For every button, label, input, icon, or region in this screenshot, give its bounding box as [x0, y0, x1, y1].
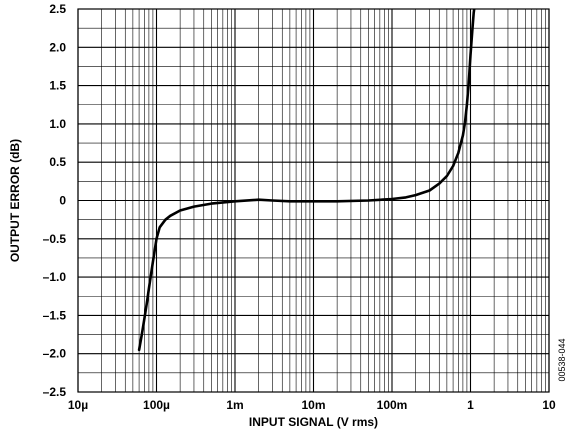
x-tick-label: 100m: [377, 398, 408, 412]
y-tick-label: –1.0: [43, 270, 67, 284]
x-axis-label: INPUT SIGNAL (V rms): [249, 415, 378, 429]
figure-id: 00538-044: [557, 338, 567, 381]
y-tick-label: 0: [59, 194, 66, 208]
x-tick-label: 10: [542, 398, 556, 412]
y-tick-label: 1.5: [49, 79, 66, 93]
y-axis-label: OUTPUT ERROR (dB): [8, 139, 22, 262]
y-tick-labels: 2.5 2.0 1.5 1.0 0.5 0 –0.5 –1.0 –1.5 –2.0 –2.5: [43, 2, 67, 399]
y-tick-label: –2.0: [43, 347, 67, 361]
y-tick-label: –1.5: [43, 308, 67, 322]
y-tick-label: 0.5: [49, 155, 66, 169]
plot-frame: [77, 8, 550, 393]
x-tick-label: 10m: [301, 398, 325, 412]
y-tick-label: –2.5: [43, 385, 67, 399]
x-tick-label: 1: [467, 398, 474, 412]
y-tick-label: 2.0: [49, 40, 66, 54]
y-tick-label: –0.5: [43, 232, 67, 246]
series-line: [137, 9, 476, 352]
x-tick-label: 100µ: [143, 398, 170, 412]
x-tick-label: 1m: [226, 398, 243, 412]
y-tick-label: 1.0: [49, 117, 66, 131]
y-tick-label: 2.5: [49, 2, 66, 16]
series-layer: [137, 9, 476, 352]
x-tick-labels: 10µ 100µ 1m 10m 100m 1 10: [68, 398, 556, 412]
x-tick-label: 10µ: [68, 398, 88, 412]
